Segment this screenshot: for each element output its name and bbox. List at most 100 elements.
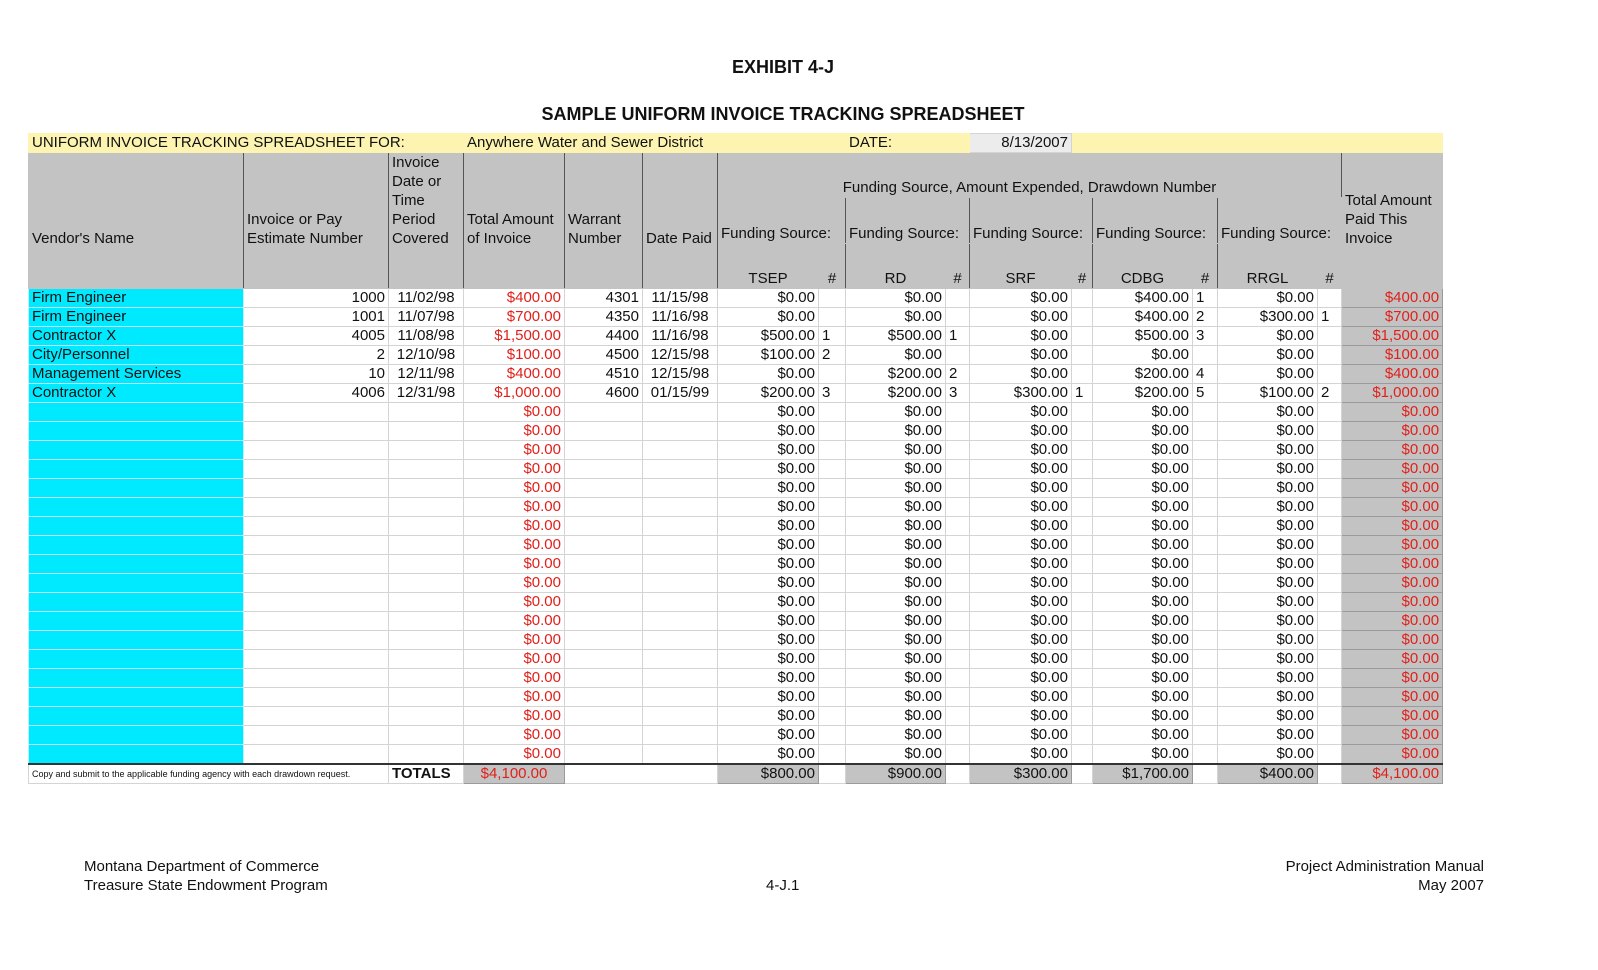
cell: 1001 xyxy=(243,307,389,327)
cell: $0.00 xyxy=(845,725,946,745)
column-header: Date Paid xyxy=(642,152,718,289)
cell xyxy=(243,440,389,460)
cell xyxy=(564,554,643,574)
cell xyxy=(388,421,464,441)
data-row: City/Personnel 2 12/10/98 $100.00 4500 12/15/… xyxy=(28,345,1444,365)
date: 8/13/2007 xyxy=(969,133,1072,153)
cell xyxy=(28,630,244,650)
cell xyxy=(28,516,244,536)
source-num: # xyxy=(1071,242,1093,290)
cell xyxy=(818,402,846,422)
paid-total: $4,100.00 xyxy=(1340,763,1444,784)
cell: $0.00 xyxy=(969,326,1072,346)
cell: $0.00 xyxy=(463,554,565,574)
cell: $0.00 xyxy=(1217,744,1318,765)
cell xyxy=(818,630,846,650)
cell xyxy=(28,725,244,745)
cell xyxy=(1071,592,1093,612)
column-header: Total Amount of Invoice xyxy=(463,152,565,289)
info-row: UNIFORM INVOICE TRACKING SPREADSHEET FOR… xyxy=(28,133,1444,153)
district: Anywhere Water and Sewer District xyxy=(463,133,846,153)
date-label: DATE: xyxy=(845,133,970,153)
cell: $0.00 xyxy=(717,402,819,422)
cell: $0.00 xyxy=(1217,402,1318,422)
cell xyxy=(945,402,970,422)
cell: 3 xyxy=(945,383,970,403)
cell: $0.00 xyxy=(463,478,565,498)
cell xyxy=(564,725,643,745)
title: SAMPLE UNIFORM INVOICE TRACKING SPREADSH… xyxy=(541,104,1025,124)
cell: $0.00 xyxy=(717,421,819,441)
cell xyxy=(243,725,389,745)
cell: $0.00 xyxy=(845,288,946,308)
cell: $0.00 xyxy=(1217,573,1318,593)
cell: 12/15/98 xyxy=(642,364,718,384)
cell xyxy=(818,554,846,574)
cell xyxy=(243,668,389,688)
cell xyxy=(818,687,846,707)
cell: 01/15/99 xyxy=(642,383,718,403)
cell xyxy=(1192,706,1218,726)
cell: $0.00 xyxy=(463,725,565,745)
cell: $0.00 xyxy=(1217,345,1318,365)
cell: $0.00 xyxy=(845,630,946,650)
cell: Firm Engineer xyxy=(28,288,244,308)
cell xyxy=(1071,288,1093,308)
column-header: Vendor's Name xyxy=(28,152,244,289)
cell: 2 xyxy=(818,345,846,365)
cell xyxy=(1317,592,1342,612)
column-header: Invoice or Pay Estimate Number xyxy=(243,152,389,289)
cell: $0.00 xyxy=(463,497,565,517)
cell: Management Services xyxy=(28,364,244,384)
cell: $0.00 xyxy=(1217,725,1318,745)
cell: $0.00 xyxy=(845,611,946,631)
cell xyxy=(1192,516,1218,536)
cell: $0.00 xyxy=(463,706,565,726)
cell xyxy=(564,649,643,669)
cell xyxy=(818,649,846,669)
cell: $0.00 xyxy=(969,554,1072,574)
cell: $0.00 xyxy=(1217,649,1318,669)
source-name: RD xyxy=(845,242,946,290)
cell: $400.00 xyxy=(463,288,565,308)
cell: $700.00 xyxy=(1340,307,1444,327)
cell xyxy=(818,440,846,460)
cell: $1,000.00 xyxy=(1340,383,1444,403)
cell: 12/10/98 xyxy=(388,345,464,365)
cell xyxy=(564,421,643,441)
cell: $0.00 xyxy=(1217,687,1318,707)
source-name: TSEP xyxy=(717,242,819,290)
cell xyxy=(243,573,389,593)
cell xyxy=(1317,668,1342,688)
data-row: $0.00 $0.00 $0.00 $0.00 $0.00 $0.00 $0.00 xyxy=(28,459,1444,479)
invoice-total: $4,100.00 xyxy=(463,763,565,784)
cell: 4 xyxy=(1192,364,1218,384)
cell: 12/15/98 xyxy=(642,345,718,365)
cell xyxy=(642,516,718,536)
cell xyxy=(564,459,643,479)
cell xyxy=(28,440,244,460)
cell: 2 xyxy=(243,345,389,365)
cell: $0.00 xyxy=(1092,668,1193,688)
cell: $0.00 xyxy=(463,459,565,479)
cell xyxy=(818,573,846,593)
cell xyxy=(945,535,970,555)
cell xyxy=(243,535,389,555)
header-row: Vendor's Name Invoice or Pay Estimate Num… xyxy=(28,151,1444,289)
totals-row: Copy and submit to the applicable fundin… xyxy=(28,763,1444,784)
cell: $400.00 xyxy=(1092,307,1193,327)
cell: $0.00 xyxy=(717,364,819,384)
blank xyxy=(1192,763,1218,784)
cell: $0.00 xyxy=(463,535,565,555)
cell xyxy=(642,630,718,650)
cell xyxy=(945,288,970,308)
data-row: $0.00 $0.00 $0.00 $0.00 $0.00 $0.00 $0.00 xyxy=(28,535,1444,555)
cell: $200.00 xyxy=(845,364,946,384)
cell xyxy=(1317,402,1342,422)
cell: $0.00 xyxy=(463,611,565,631)
cell xyxy=(1317,725,1342,745)
cell: $0.00 xyxy=(1217,421,1318,441)
data-row: Contractor X 4005 11/08/98 $1,500.00 4400 11/… xyxy=(28,326,1444,346)
cell xyxy=(1071,554,1093,574)
